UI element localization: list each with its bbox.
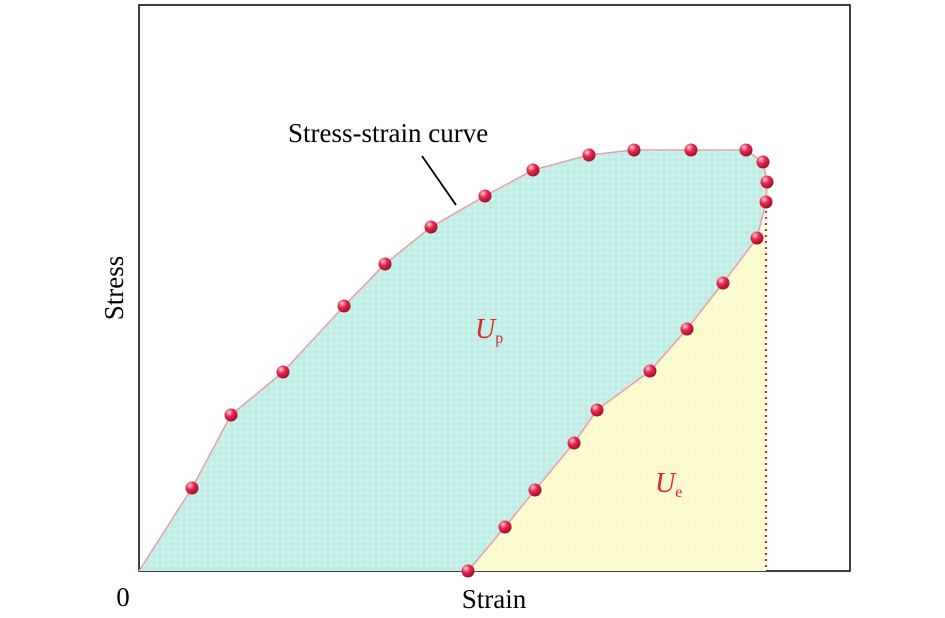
curve-marker (684, 143, 698, 157)
curve-marker (478, 189, 492, 203)
curve-marker (750, 231, 764, 245)
curve-marker (185, 481, 199, 495)
x-axis-title: Strain (462, 584, 527, 614)
curve-marker (528, 483, 542, 497)
annotation-leader (421, 155, 457, 206)
curve-marker (739, 143, 753, 157)
curve-marker (424, 220, 438, 234)
plastic-energy-subscript: p (495, 330, 503, 347)
curve-marker (680, 322, 694, 336)
curve-marker (276, 365, 290, 379)
curve-marker (756, 155, 770, 169)
curve-marker (567, 436, 581, 450)
curve-marker (582, 148, 596, 162)
plastic-energy-symbol: U (475, 314, 497, 345)
curve-annotation: Stress-strain curve (288, 118, 488, 148)
curve-marker (378, 257, 392, 271)
unloading-markers (461, 231, 764, 578)
elastic-energy-subscript: e (675, 484, 682, 501)
curve-marker (760, 175, 774, 189)
elastic-energy-region (468, 225, 766, 571)
plastic-energy-region (139, 150, 767, 571)
loading-curve (138, 149, 768, 572)
elastic-energy-label: Ue (655, 468, 682, 501)
curve-marker (759, 195, 773, 209)
loading-markers (185, 143, 774, 495)
curve-marker (461, 564, 475, 578)
curve-marker (337, 299, 351, 313)
unloading-curve (467, 201, 767, 572)
curve-marker (716, 276, 730, 290)
curve-marker (224, 408, 238, 422)
curve-marker (627, 143, 641, 157)
curve-marker (498, 520, 512, 534)
elastic-energy-symbol: U (655, 468, 677, 499)
curve-marker (590, 403, 604, 417)
y-axis-title: Stress (99, 256, 129, 321)
plastic-energy-label: Up (475, 314, 503, 347)
curve-marker (526, 163, 540, 177)
curve-marker (643, 364, 657, 378)
origin-label: 0 (116, 582, 130, 612)
